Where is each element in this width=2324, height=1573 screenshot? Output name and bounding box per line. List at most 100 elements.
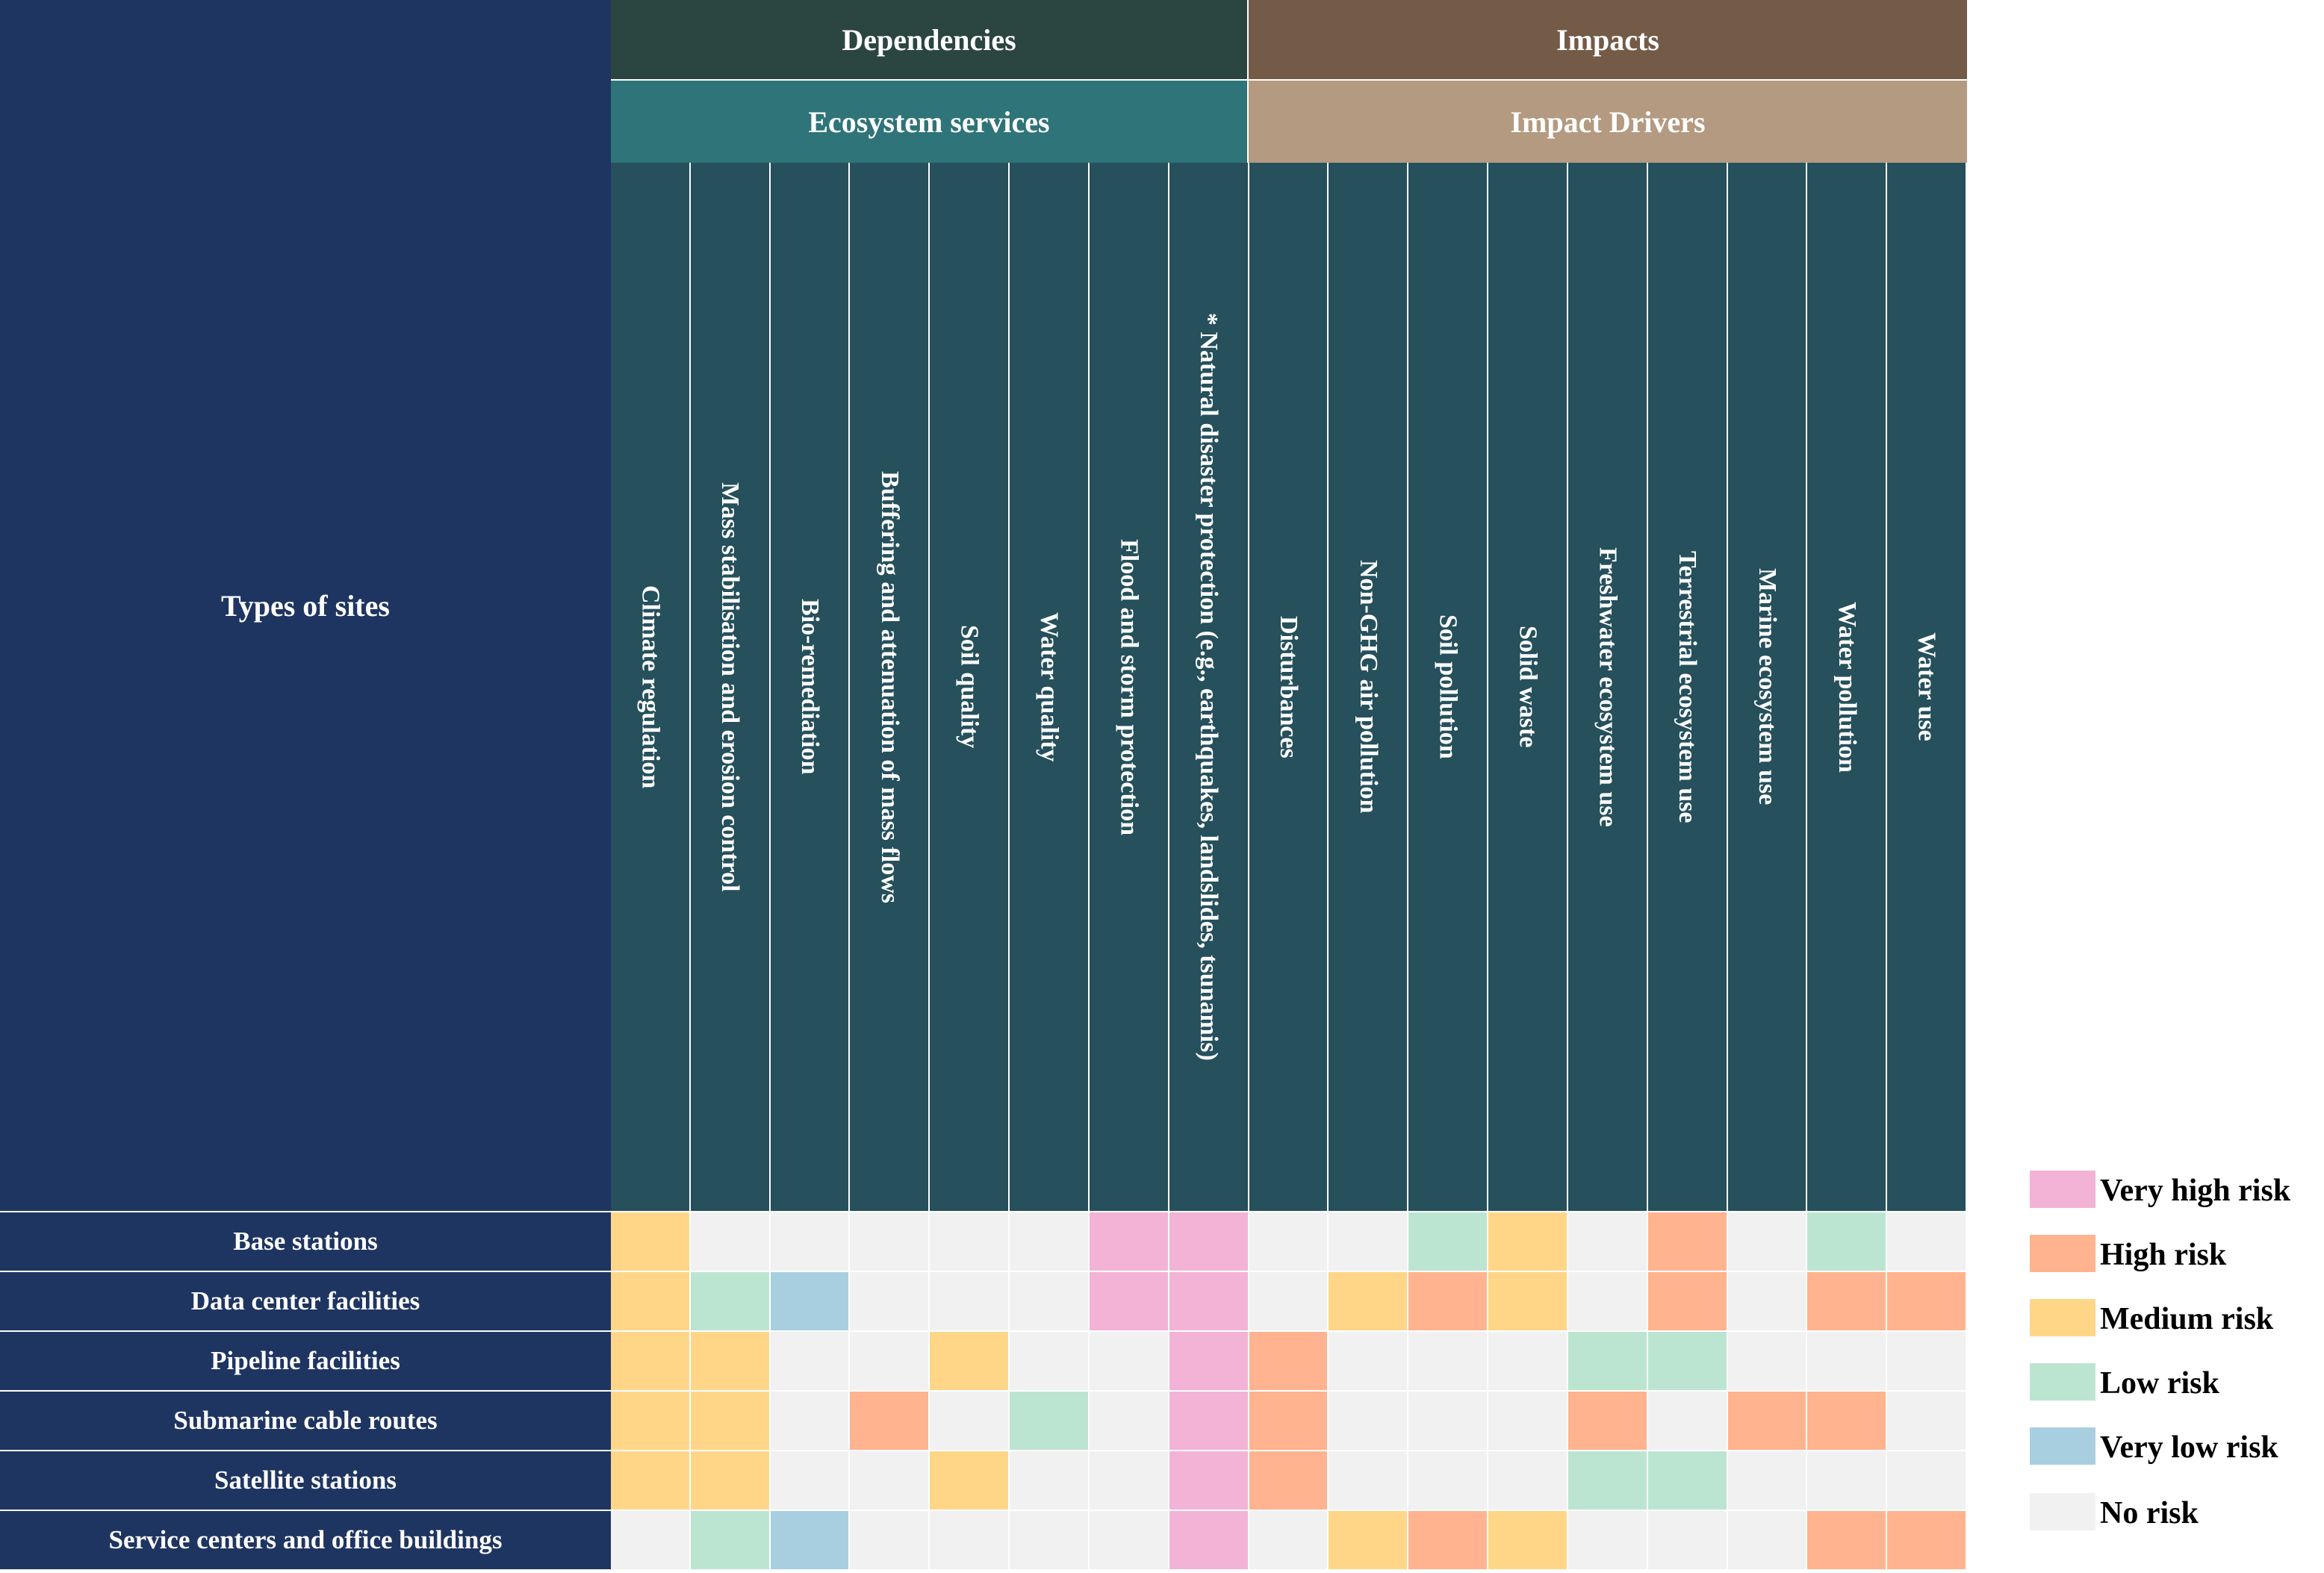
column-header-label: Soil pollution <box>1434 614 1462 759</box>
column-header: Water quality <box>1010 163 1090 1211</box>
column-header-label: Buffering and attenuation of mass flows <box>875 470 904 903</box>
column-header-label: Water use <box>1913 632 1941 741</box>
heatmap-cell <box>1647 1211 1728 1271</box>
column-header-label: Non-GHG air pollution <box>1354 560 1382 814</box>
heatmap-cell <box>1249 1450 1329 1510</box>
heatmap-cell <box>1647 1330 1728 1390</box>
row-header: Base stations <box>0 1211 611 1271</box>
legend-label: Low risk <box>2100 1366 2219 1401</box>
heatmap-cell <box>770 1390 851 1450</box>
heatmap-cell <box>1568 1330 1648 1390</box>
column-header: Water use <box>1887 163 1967 1211</box>
column-header: Buffering and attenuation of mass flows <box>850 163 930 1211</box>
heatmap-cell <box>1010 1211 1090 1271</box>
heatmap-cell <box>1568 1510 1648 1569</box>
ecosystem-services-header: Ecosystem services <box>611 81 1249 163</box>
heatmap-cell <box>1010 1271 1090 1330</box>
column-header-label: Disturbances <box>1274 615 1302 759</box>
heatmap-cell <box>1568 1211 1648 1271</box>
types-of-sites-label: Types of sites <box>221 588 390 623</box>
heatmap-cell <box>690 1510 771 1569</box>
column-header-label: * Natural disaster protection (e.g., ear… <box>1195 313 1223 1061</box>
heatmap-cell <box>930 1271 1010 1330</box>
heatmap-cell <box>850 1271 930 1330</box>
heatmap-cell <box>770 1330 851 1390</box>
heatmap-cell <box>1647 1510 1728 1569</box>
heatmap-cell <box>1329 1211 1409 1271</box>
heatmap-cell <box>1329 1271 1409 1330</box>
column-header: Disturbances <box>1249 163 1329 1211</box>
heatmap-cell <box>1089 1271 1169 1330</box>
heatmap-cell <box>1329 1330 1409 1390</box>
heatmap-cell <box>1887 1271 1967 1330</box>
heatmap-cell <box>770 1211 851 1271</box>
heatmap-cell <box>1169 1211 1249 1271</box>
column-header: Non-GHG air pollution <box>1329 163 1409 1211</box>
heatmap-cell <box>1727 1510 1808 1569</box>
heatmap-cell <box>1169 1510 1249 1569</box>
column-header: Bio-remediation <box>770 163 851 1211</box>
heatmap-cell <box>1408 1390 1489 1450</box>
heatmap-cell <box>1408 1271 1489 1330</box>
heatmap-cell <box>850 1211 930 1271</box>
heatmap-cell <box>690 1390 771 1450</box>
heatmap-cell <box>1329 1450 1409 1510</box>
heatmap-cell <box>930 1510 1010 1569</box>
column-header-label: Water quality <box>1035 611 1063 762</box>
legend-swatch <box>2030 1427 2095 1465</box>
column-header-label: Solid waste <box>1514 626 1542 748</box>
column-header: Flood and storm protection <box>1089 163 1169 1211</box>
heatmap-cell <box>1807 1510 1888 1569</box>
column-header: Terrestrial ecosystem use <box>1647 163 1728 1211</box>
heatmap-cell <box>850 1330 930 1390</box>
heatmap-cell <box>1089 1211 1169 1271</box>
heatmap-cell <box>1089 1390 1169 1450</box>
heatmap-cell <box>690 1211 771 1271</box>
column-header-label: Freshwater ecosystem use <box>1594 546 1622 827</box>
legend-label: No risk <box>2100 1496 2199 1530</box>
column-header: Soil pollution <box>1408 163 1489 1211</box>
heatmap-cell <box>1329 1510 1409 1569</box>
heatmap-cell <box>850 1390 930 1450</box>
heatmap-cell <box>930 1390 1010 1450</box>
column-header: Climate regulation <box>611 163 691 1211</box>
column-header: * Natural disaster protection (e.g., ear… <box>1169 163 1249 1211</box>
column-header: Solid waste <box>1488 163 1568 1211</box>
heatmap-cell <box>1647 1271 1728 1330</box>
column-header-label: Terrestrial ecosystem use <box>1674 550 1702 823</box>
heatmap-cell <box>1727 1390 1808 1450</box>
impact-drivers-header: Impact Drivers <box>1249 81 1967 163</box>
heatmap-cell <box>1329 1390 1409 1450</box>
legend-swatch <box>2030 1299 2095 1336</box>
heatmap-cell <box>930 1450 1010 1510</box>
heatmap-cell <box>1010 1390 1090 1450</box>
heatmap-cell <box>1887 1330 1967 1390</box>
heatmap-cell <box>1089 1450 1169 1510</box>
heatmap-cell <box>1568 1271 1648 1330</box>
heatmap-cell <box>770 1271 851 1330</box>
row-header: Satellite stations <box>0 1450 611 1510</box>
legend-label: Very low risk <box>2100 1430 2278 1465</box>
heatmap-cell <box>1807 1450 1888 1510</box>
impacts-header: Impacts <box>1249 0 1967 81</box>
legend-label: High risk <box>2100 1238 2227 1272</box>
column-header-label: Flood and storm protection <box>1115 538 1143 835</box>
heatmap-cell <box>930 1211 1010 1271</box>
heatmap-cell <box>1249 1330 1329 1390</box>
heatmap-cell <box>770 1450 851 1510</box>
heatmap-cell <box>1807 1330 1888 1390</box>
heatmap-cell <box>611 1330 691 1390</box>
dependencies-header: Dependencies <box>611 0 1249 81</box>
heatmap-cell <box>1887 1390 1967 1450</box>
heatmap-cell <box>1727 1271 1808 1330</box>
legend-swatch <box>2030 1235 2095 1272</box>
heatmap-cell <box>1488 1330 1568 1390</box>
heatmap-cell <box>1408 1510 1489 1569</box>
types-of-sites-header: Types of sites <box>0 0 611 1211</box>
column-header: Marine ecosystem use <box>1727 163 1808 1211</box>
heatmap-cell <box>850 1450 930 1510</box>
heatmap-cell <box>1408 1211 1489 1271</box>
heatmap-cell <box>1727 1211 1808 1271</box>
heatmap-cell <box>690 1330 771 1390</box>
column-header-label: Soil quality <box>955 625 984 749</box>
